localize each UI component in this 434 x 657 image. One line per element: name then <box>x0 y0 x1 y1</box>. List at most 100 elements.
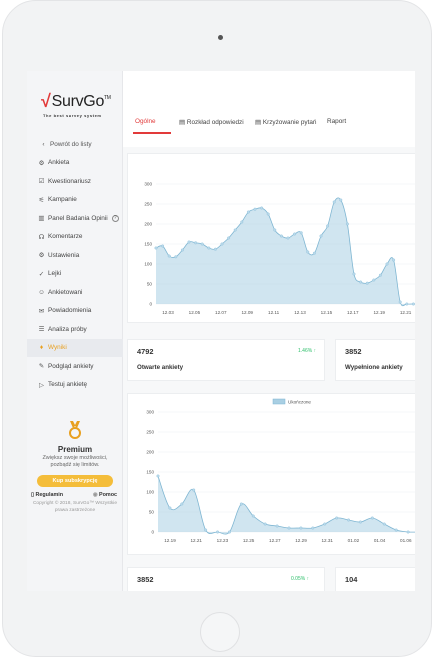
data-point <box>299 526 303 530</box>
stat-card-4: 104 <box>335 567 415 591</box>
buy-subscription-button[interactable]: Kup subskrypcję <box>37 475 113 487</box>
results-tabs: Ogólne ▤ Rozkład odpowiedzi ▤ Krzyżowani… <box>123 71 415 147</box>
tab-krzyzowanie-pytan[interactable]: ▤ Krzyżowanie pytań <box>255 118 316 126</box>
sidebar-item-podgląd-ankiety[interactable]: ✎ Podgląd ankiety <box>27 357 123 376</box>
data-point <box>382 522 386 526</box>
results-icon: ♦ <box>39 344 44 352</box>
help-link[interactable]: ◉ Pomoc <box>93 492 117 498</box>
area-chart-1: 0 50 100 150 200 250 300 12.03 12.05 12.07 12.09 12… <box>144 182 415 315</box>
data-point <box>192 488 196 492</box>
x-tick-label: 12.17 <box>347 310 359 315</box>
premium-description: Zwiększ swoje możliwości, pozbądź się li… <box>42 455 108 468</box>
logo-tm: TM <box>104 94 111 101</box>
data-point <box>339 198 343 202</box>
tab-rozklad-label: Rozkład odpowiedzi <box>186 119 244 126</box>
table-icon: ▤ <box>255 119 262 126</box>
x-tick-label: 12.11 <box>268 310 280 315</box>
x-tick-label: 12.05 <box>189 310 201 315</box>
sidebar-item-komentarze[interactable]: ☊ Komentarze <box>27 228 123 247</box>
data-point <box>293 232 297 236</box>
x-tick-label: 01.04 <box>374 538 386 543</box>
series-area <box>158 476 415 535</box>
x-tick-label: 12.21 <box>400 310 412 315</box>
data-point <box>358 520 362 524</box>
table-icon: ▤ <box>179 119 186 126</box>
data-point <box>332 200 336 204</box>
sidebar-item-label: Podgląd ankiety <box>48 362 94 370</box>
data-point <box>279 234 283 238</box>
y-tick-label: 100 <box>144 262 152 267</box>
sidebar-item-testuj-ankietę[interactable]: ▷ Testuj ankietę <box>27 376 123 395</box>
sidebar-item-powiadomienia[interactable]: ✉ Powiadomienia <box>27 302 123 321</box>
copyright-text: Copyright © 2018, SurvGo™ Wszystkie praw… <box>32 501 118 513</box>
sidebar-item-kwestionariusz[interactable]: ☑ Kwestionariusz <box>27 172 123 191</box>
x-tick-label: 12.09 <box>241 310 253 315</box>
regulamin-link[interactable]: ▯ Regulamin <box>31 492 63 498</box>
comments-icon: ☊ <box>38 233 45 241</box>
regulamin-label: Regulamin <box>35 492 64 498</box>
list-icon: ☰ <box>38 326 45 334</box>
y-tick-label: 150 <box>144 242 152 247</box>
data-point <box>394 528 398 532</box>
x-tick-label: 12.21 <box>190 538 202 543</box>
y-tick-label: 150 <box>146 470 154 475</box>
data-point <box>253 207 257 211</box>
data-point <box>227 236 231 240</box>
y-tick-label: 200 <box>144 222 152 227</box>
data-point <box>207 246 211 250</box>
data-point <box>246 210 250 214</box>
sidebar-item-wyniki[interactable]: ♦ Wyniki <box>27 338 123 357</box>
data-point <box>378 273 382 277</box>
x-tick-label: 12.23 <box>217 538 229 543</box>
data-point <box>180 248 184 252</box>
tab-raport[interactable]: Raport <box>327 118 347 125</box>
data-point <box>240 220 244 224</box>
home-button[interactable] <box>200 612 240 652</box>
sidebar-item-label: Ankietowani <box>48 288 83 296</box>
data-point <box>168 506 172 510</box>
sidebar-item-ankietowani[interactable]: ☺ Ankietowani <box>27 283 123 302</box>
tab-ogolne[interactable]: Ogólne <box>135 118 156 125</box>
data-point <box>311 526 315 530</box>
sidebar-item-lejki[interactable]: ✓ Lejki <box>27 265 123 284</box>
active-tab-underline <box>133 132 171 134</box>
x-tick-label: 12.29 <box>295 538 307 543</box>
chevron-left-icon: ‹ <box>42 140 45 148</box>
check-icon: ✓ <box>38 270 45 278</box>
chart-card-1: 0 50 100 150 200 250 300 12.03 12.05 12.07 12.09 12… <box>127 153 415 323</box>
sidebar-item-kampanie[interactable]: ⚟ Kampanie <box>27 191 123 210</box>
preview-icon: ✎ <box>38 363 45 371</box>
sidebar-item-label: Analiza próby <box>48 325 87 333</box>
data-point <box>372 278 376 282</box>
question-icon[interactable]: ? <box>111 214 119 222</box>
data-point <box>345 222 349 226</box>
data-point <box>365 281 369 285</box>
settings-icon: ⚙ <box>38 252 45 260</box>
survgo-logo[interactable]: √ SurvGo TM The best survey system <box>41 91 121 118</box>
premium-title: Premium <box>57 445 93 454</box>
sidebar-item-ustawienia[interactable]: ⚙ Ustawienia <box>27 246 123 265</box>
data-point <box>194 241 198 245</box>
back-to-list-link[interactable]: ‹ Powrót do listy <box>27 135 123 154</box>
mail-icon: ✉ <box>38 307 45 315</box>
help-label: Pomoc <box>99 492 117 498</box>
y-tick-label: 100 <box>146 490 154 495</box>
sidebar-item-label: Komentarze <box>48 233 83 241</box>
data-point <box>385 262 389 266</box>
data-point <box>312 251 316 255</box>
help-icon: ◉ <box>92 492 100 498</box>
tab-rozklad-odpowiedzi[interactable]: ▤ Rozkład odpowiedzi <box>179 118 244 126</box>
sidebar-item-ankieta[interactable]: ⚙ Ankieta <box>27 154 123 173</box>
stat-card-wypelnione: 3852 Wypełnione ankiety <box>335 339 415 381</box>
x-tick-label: 12.31 <box>321 538 333 543</box>
y-tick-label: 250 <box>144 202 152 207</box>
x-tick-label: 01.06 <box>400 538 412 543</box>
data-point <box>352 272 356 276</box>
sidebar-item-analiza-próby[interactable]: ☰ Analiza próby <box>27 320 123 339</box>
data-point <box>335 516 339 520</box>
play-icon: ▷ <box>39 381 44 389</box>
data-point <box>216 530 220 534</box>
sidebar-item-panel-badania-opinii[interactable]: ▥ Panel Badania Opinii? <box>27 209 123 228</box>
premium-box: Premium Zwiększ swoje możliwości, pozbąd… <box>27 421 123 514</box>
stat-card-3: 3852 0.05% ↑ <box>127 567 325 591</box>
